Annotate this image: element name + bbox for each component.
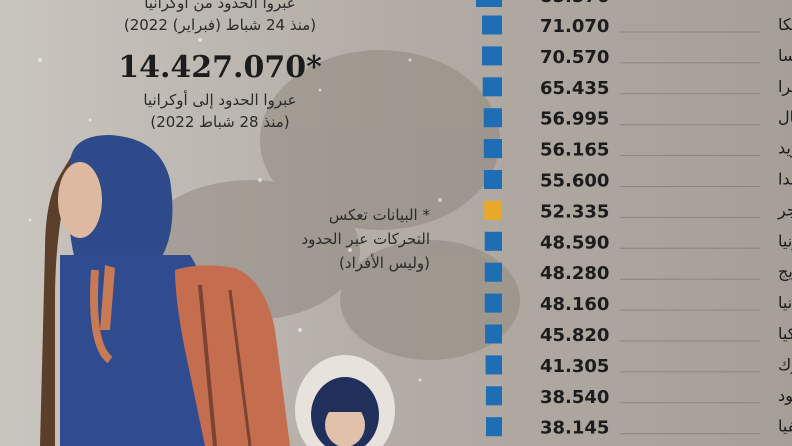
category-label: لاتفيا	[778, 417, 792, 436]
entered-stat-value: 14.427.070	[118, 50, 307, 85]
value-label: 48.590	[540, 232, 609, 253]
entered-stat-marker: *	[306, 50, 322, 85]
value-label: 65.435	[540, 78, 609, 99]
top-stat-caption-line1: عبروا الحدود من أوكرانيا	[144, 0, 296, 12]
child-figure	[295, 355, 395, 446]
bar	[483, 139, 502, 159]
category-label: البرتغال	[778, 108, 792, 128]
bar	[485, 355, 502, 375]
note-line3: (وليس الأفراد)	[339, 254, 430, 272]
entered-stat-caption-line1: عبروا الحدود إلى أوكرانيا	[143, 91, 297, 109]
category-label: الدنمارك	[778, 355, 792, 375]
category-label: الجبل الأسود	[778, 385, 792, 406]
bar-partial-top	[476, 0, 502, 7]
value-label: 45.820	[540, 325, 609, 346]
value-label-partial-top: 85.576	[540, 0, 609, 7]
backpack-figure	[175, 265, 290, 446]
bar	[483, 170, 502, 189]
value-label: 56.165	[540, 140, 609, 161]
value-label: 38.540	[540, 387, 609, 408]
category-label: بلجيكا	[778, 15, 792, 34]
category-label: ليتوانيا	[778, 293, 792, 313]
value-label: 70.570	[540, 47, 609, 68]
note-line2: التحركات عبر الحدود	[301, 230, 430, 248]
bar	[482, 15, 502, 35]
category-label: المجر	[777, 200, 792, 220]
bar	[484, 293, 502, 313]
value-label: 71.070	[540, 16, 609, 37]
woman-figure	[40, 135, 216, 446]
entered-stat-caption-line2: (منذ 28 شباط 2022)	[150, 113, 290, 131]
bar	[485, 417, 502, 437]
category-label: فرنسا	[778, 46, 792, 66]
bar	[485, 386, 502, 406]
entered-stat-number: 14.427.070*	[60, 50, 380, 85]
value-label: 48.280	[540, 263, 609, 284]
value-label: 41.305	[540, 356, 609, 377]
bar	[482, 46, 502, 66]
top-stat-block: عبروا الحدود من أوكرانيا (منذ 24 شباط (ف…	[60, 0, 380, 36]
category-label: سويسرا	[778, 77, 792, 97]
bar-chart: 85.576 71.070 بلجيكا 70.570 فرنسا 65.435 سويسر…	[476, 0, 792, 439]
value-label: 52.335	[540, 201, 609, 222]
bar	[485, 324, 502, 344]
category-label: النرويج	[778, 262, 792, 282]
bar	[484, 231, 502, 251]
value-label: 48.160	[540, 294, 609, 315]
category-label: تركيا	[778, 324, 792, 344]
note-line1: * البيانات تعكس	[328, 206, 430, 224]
value-label: 55.600	[540, 171, 609, 192]
bar	[484, 200, 502, 220]
category-label: فنلندا	[778, 170, 792, 189]
category-label: السويد	[778, 139, 792, 159]
entered-stat-block: 14.427.070* عبروا الحدود إلى أوكرانيا (م…	[60, 50, 380, 133]
bar	[483, 108, 502, 128]
value-label: 38.145	[540, 418, 609, 439]
data-note: * البيانات تعكس التحركات عبر الحدود (ولي…	[250, 203, 430, 275]
category-label: إستونيا	[778, 231, 792, 251]
bar	[482, 77, 502, 97]
bar	[484, 262, 502, 282]
top-stat-caption-line2: (منذ 24 شباط (فبراير) 2022)	[123, 16, 317, 34]
value-label: 56.995	[540, 109, 609, 130]
